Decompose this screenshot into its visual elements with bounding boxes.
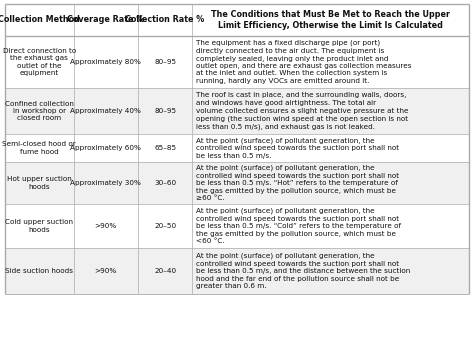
- Text: Approximately 30%: Approximately 30%: [70, 180, 141, 186]
- Text: 20–50: 20–50: [154, 223, 176, 229]
- Text: Confined collection
in workshop or
closed room: Confined collection in workshop or close…: [5, 100, 74, 121]
- Bar: [5, 88, 469, 134]
- Text: The Conditions that Must Be Met to Reach the Upper
Limit Efficiency, Otherwise t: The Conditions that Must Be Met to Reach…: [211, 10, 450, 30]
- Text: Semi-closed hood or
fume hood: Semi-closed hood or fume hood: [2, 141, 76, 155]
- Text: Approximately 40%: Approximately 40%: [70, 108, 141, 114]
- Text: At the point (surface) of pollutant generation, the
controlled wind speed toward: At the point (surface) of pollutant gene…: [196, 165, 400, 201]
- Text: At the point (surface) of pollutant generation, the
controlled wind speed toward: At the point (surface) of pollutant gene…: [196, 253, 410, 289]
- Text: Hot upper suction
hoods: Hot upper suction hoods: [7, 176, 72, 190]
- Text: >90%: >90%: [94, 223, 117, 229]
- Text: Coverage Rate %: Coverage Rate %: [67, 16, 144, 24]
- Text: 80–95: 80–95: [154, 59, 176, 65]
- Text: Approximately 80%: Approximately 80%: [70, 59, 141, 65]
- Text: The roof is cast in place, and the surrounding walls, doors,
and windows have go: The roof is cast in place, and the surro…: [196, 93, 409, 129]
- Text: Side suction hoods: Side suction hoods: [5, 268, 73, 274]
- Bar: [5, 248, 469, 294]
- Text: Collection Method: Collection Method: [0, 16, 80, 24]
- Bar: [5, 204, 469, 248]
- Text: 65–85: 65–85: [154, 145, 176, 151]
- Bar: [5, 36, 469, 88]
- Text: Collection Rate %: Collection Rate %: [126, 16, 205, 24]
- Text: Direct connection to
the exhaust gas
outlet of the
equipment: Direct connection to the exhaust gas out…: [3, 48, 76, 76]
- Text: Approximately 60%: Approximately 60%: [70, 145, 141, 151]
- Text: 80–95: 80–95: [154, 108, 176, 114]
- Text: 20–40: 20–40: [154, 268, 176, 274]
- Text: The equipment has a fixed discharge pipe (or port)
directly connected to the air: The equipment has a fixed discharge pipe…: [196, 40, 412, 84]
- Bar: [5, 162, 469, 204]
- Bar: [5, 134, 469, 162]
- Text: Cold upper suction
hoods: Cold upper suction hoods: [5, 219, 73, 233]
- Bar: [5, 4, 469, 36]
- Text: At the point (surface) of pollutant generation, the
controlled wind speed toward: At the point (surface) of pollutant gene…: [196, 137, 400, 159]
- Text: 30–60: 30–60: [154, 180, 176, 186]
- Text: >90%: >90%: [94, 268, 117, 274]
- Text: At the point (surface) of pollutant generation, the
controlled wind speed toward: At the point (surface) of pollutant gene…: [196, 208, 401, 244]
